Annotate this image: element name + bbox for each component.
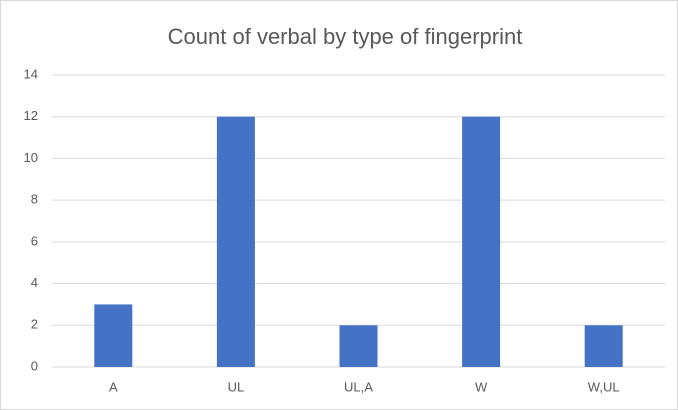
x-tick-label: UL [228, 379, 245, 394]
y-tick-label: 0 [31, 358, 38, 373]
bar [584, 325, 623, 367]
x-tick-label: UL,A [344, 379, 373, 394]
bar [216, 116, 255, 367]
y-tick-label: 2 [31, 317, 38, 332]
y-tick-label: 14 [24, 66, 38, 81]
chart-title: Count of verbal by type of fingerprint [168, 24, 523, 49]
bar [339, 325, 378, 367]
y-tick-label: 8 [31, 192, 38, 207]
y-tick-label: 6 [31, 233, 38, 248]
x-tick-label: W [475, 379, 488, 394]
y-tick-label: 4 [31, 275, 38, 290]
y-tick-label: 12 [24, 108, 38, 123]
x-tick-label: W,UL [588, 379, 620, 394]
bar [94, 304, 133, 367]
bar [462, 116, 501, 367]
x-tick-label: A [109, 379, 118, 394]
y-tick-label: 10 [24, 150, 38, 165]
